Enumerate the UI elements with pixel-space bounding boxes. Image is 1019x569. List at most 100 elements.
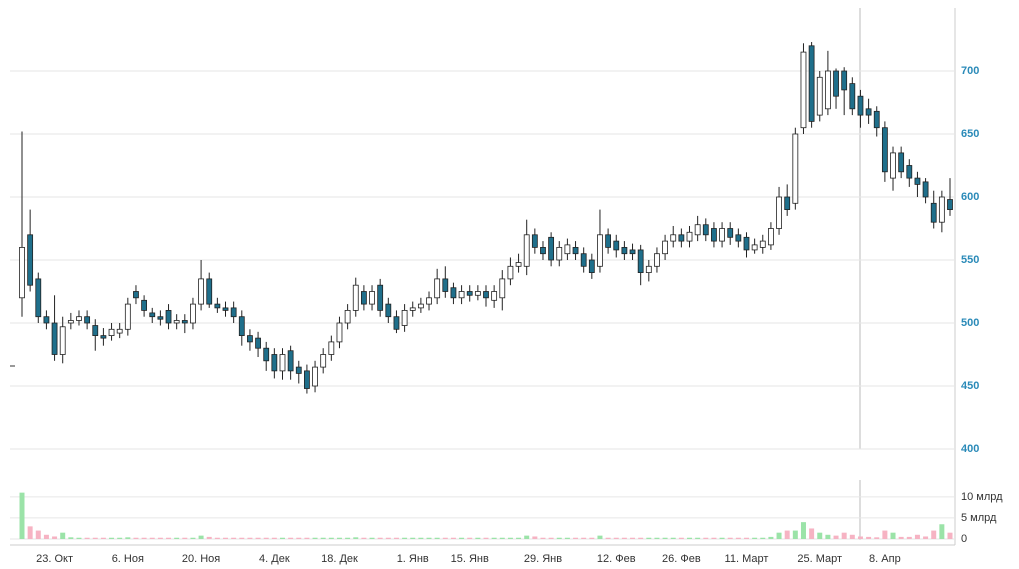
candle-body <box>597 234 603 267</box>
volume-bar <box>711 537 717 539</box>
candle-body <box>108 328 115 336</box>
volume-bar <box>255 537 261 539</box>
x-tick-label: 4. Дек <box>259 553 290 565</box>
volume-bar <box>540 537 546 539</box>
candle-body <box>898 152 905 173</box>
y-tick-label: 450 <box>961 380 979 392</box>
candle-body <box>157 316 164 320</box>
volume-bar <box>923 536 929 539</box>
volume-bar <box>426 537 432 539</box>
volume-bar <box>279 537 285 539</box>
volume-bar <box>524 535 530 539</box>
x-tick-label: 8. Апр <box>869 553 901 565</box>
volume-bar <box>817 532 823 539</box>
candle-body <box>800 51 807 129</box>
volume-bar <box>27 526 33 539</box>
candle-body <box>263 347 270 362</box>
volume-bar <box>385 537 391 539</box>
volume-bar <box>735 537 741 539</box>
volume-bar <box>450 537 456 539</box>
candle-body <box>198 278 204 305</box>
volume-bar <box>670 537 676 539</box>
candle-body <box>238 316 245 337</box>
candle-body <box>409 307 416 311</box>
volume-bar <box>198 535 204 539</box>
candle-body <box>824 70 831 110</box>
candle-body <box>776 196 782 229</box>
candle-body <box>759 240 766 248</box>
candle-body <box>230 307 237 318</box>
candle-body <box>124 303 131 330</box>
volume-bar <box>760 537 766 539</box>
candle-body <box>295 366 302 374</box>
volume-bar <box>890 532 896 539</box>
volume-bar <box>825 534 831 539</box>
volume-bar <box>393 537 399 539</box>
volume-bar <box>646 537 652 539</box>
volume-bar <box>833 535 839 539</box>
candle-body <box>458 291 465 299</box>
candle-body <box>141 299 148 311</box>
candle-body <box>181 320 188 324</box>
candle-body <box>434 278 441 299</box>
volume-bar <box>369 537 375 539</box>
y-tick-label: 650 <box>961 128 979 140</box>
volume-bar <box>727 537 733 539</box>
volume-bar <box>743 537 749 539</box>
candle-body <box>19 246 25 299</box>
candle-body <box>808 45 815 122</box>
volume-bar <box>800 522 806 539</box>
candle-body <box>287 350 294 372</box>
volume-bar <box>630 537 636 539</box>
candle-body <box>719 228 725 242</box>
candle-body <box>149 312 156 318</box>
volume-bar <box>117 537 123 539</box>
candle-body <box>637 249 644 273</box>
volume-bar <box>687 537 693 539</box>
volume-bar <box>719 537 725 539</box>
volume-bar <box>467 537 473 539</box>
volume-bar <box>320 537 326 539</box>
candle-body <box>206 278 213 305</box>
x-tick-label: 11. Март <box>725 553 769 565</box>
candle-body <box>133 291 139 299</box>
volume-tick-label: 0 <box>961 533 967 545</box>
volume-bar <box>304 537 310 539</box>
volume-bar <box>776 532 782 539</box>
candle-body <box>43 316 50 324</box>
volume-bar <box>60 532 66 539</box>
candle-body <box>751 244 758 251</box>
candle-body <box>849 83 856 110</box>
volume-bar <box>516 537 522 539</box>
volume-bar <box>296 537 302 539</box>
volume-bar <box>223 537 229 539</box>
candle-body <box>621 246 628 255</box>
volume-bar <box>784 530 790 539</box>
candle-body <box>841 70 848 91</box>
volume-bar <box>695 537 701 539</box>
candle-body <box>906 165 913 179</box>
volume-bar <box>613 537 619 539</box>
volume-bar <box>76 537 82 539</box>
candle-body <box>556 246 563 261</box>
volume-bar <box>678 537 684 539</box>
volume-bar <box>898 536 904 539</box>
candle-body <box>523 234 530 267</box>
candle-body <box>727 228 734 238</box>
candle-body <box>304 370 310 389</box>
volume-bar <box>174 537 180 539</box>
volume-bar <box>288 537 294 539</box>
x-tick-label: 29. Янв <box>524 553 562 565</box>
candle-body <box>564 244 571 255</box>
candle-body <box>531 234 538 248</box>
volume-bar <box>166 537 172 539</box>
x-tick-label: 20. Ноя <box>182 553 220 565</box>
volume-bar <box>377 537 383 539</box>
candle-body <box>344 309 351 324</box>
volume-bar <box>206 536 212 539</box>
x-tick-label: 1. Янв <box>397 553 429 565</box>
candle-body <box>922 181 929 198</box>
volume-bar <box>703 537 709 539</box>
volume-bar <box>442 537 448 539</box>
candle-body <box>947 199 953 211</box>
